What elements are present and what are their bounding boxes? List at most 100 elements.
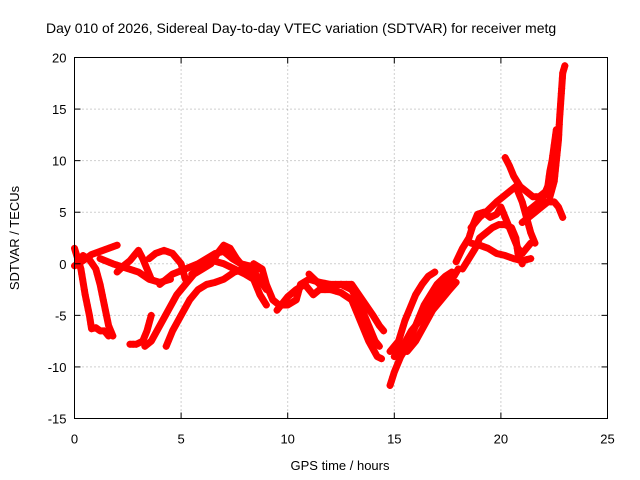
data-point [143,327,151,335]
data-point [134,246,142,254]
series-track-14 [305,270,388,335]
data-point [350,301,358,309]
data-point [164,274,172,282]
data-point [138,270,146,278]
data-point [493,249,501,257]
data-point [277,302,285,310]
data-point [75,259,83,267]
data-point [561,62,569,70]
data-point [520,203,528,211]
x-tick-label: 20 [494,432,508,447]
data-point [186,296,194,304]
data-point [501,252,509,260]
data-point [352,306,360,314]
data-point [156,248,164,256]
data-point [492,222,500,230]
data-point [96,247,104,255]
data-point [167,301,175,309]
data-point [80,286,88,294]
data-point [437,276,445,284]
data-point [369,332,377,340]
data-point [288,289,296,297]
data-point [177,311,185,319]
data-point [470,220,478,228]
data-point [443,289,451,297]
data-point [446,286,454,294]
data-point [551,167,559,175]
data-point [441,280,449,288]
data-point [177,260,185,268]
data-point [93,270,101,278]
data-point [437,296,445,304]
data-point [252,280,260,288]
data-point [366,307,374,315]
data-point [173,268,181,276]
data-point [552,157,560,165]
data-point [84,306,92,314]
data-point [516,193,524,201]
y-tick-label: 15 [52,102,66,117]
data-point [86,316,94,324]
data-point [99,296,107,304]
data-point [267,291,275,299]
data-point [423,317,431,325]
data-point [510,255,518,263]
data-point [399,342,407,350]
y-tick-label: 20 [52,51,66,66]
data-point [406,344,414,352]
data-point [105,244,113,252]
data-point [405,332,413,340]
data-point [420,322,428,330]
data-point [95,275,103,283]
series-track-7 [126,311,155,348]
data-point [292,286,300,294]
data-point [486,213,494,221]
data-point [245,273,253,281]
data-point [260,270,268,278]
data-point [132,340,140,348]
data-point [399,322,407,330]
data-point [180,306,188,314]
data-point [97,286,105,294]
data-point [147,275,155,283]
data-point [407,301,415,309]
data-point [181,280,189,288]
data-point [306,287,314,295]
series-track-25 [518,198,567,227]
data-point [113,268,121,276]
data-point [429,306,437,314]
data-point [476,213,484,221]
data-point [304,284,312,292]
data-point [361,300,369,308]
data-point [465,234,473,242]
data-point [505,253,513,261]
data-point [373,353,381,361]
data-point [364,304,372,312]
data-point [422,306,430,314]
data-point [554,203,562,211]
data-point [156,322,164,330]
data-point [79,275,87,283]
data-point [77,265,85,273]
y-tick-label: -5 [55,308,67,323]
series-track-21 [467,239,535,265]
data-point [85,311,93,319]
data-point [188,292,196,300]
data-point [480,210,488,218]
data-point [104,317,112,325]
data-point [134,268,142,276]
data-point [146,317,154,325]
data-point [402,337,410,345]
data-point [100,256,108,264]
data-point [109,243,117,251]
data-point [92,324,100,332]
data-point [403,311,411,319]
series-track-26 [546,62,569,201]
data-point [184,277,192,285]
data-point [387,377,395,385]
data-point [433,280,441,288]
data-point [166,332,174,340]
data-point [525,224,533,232]
data-point [389,373,397,381]
data-point [393,349,401,357]
